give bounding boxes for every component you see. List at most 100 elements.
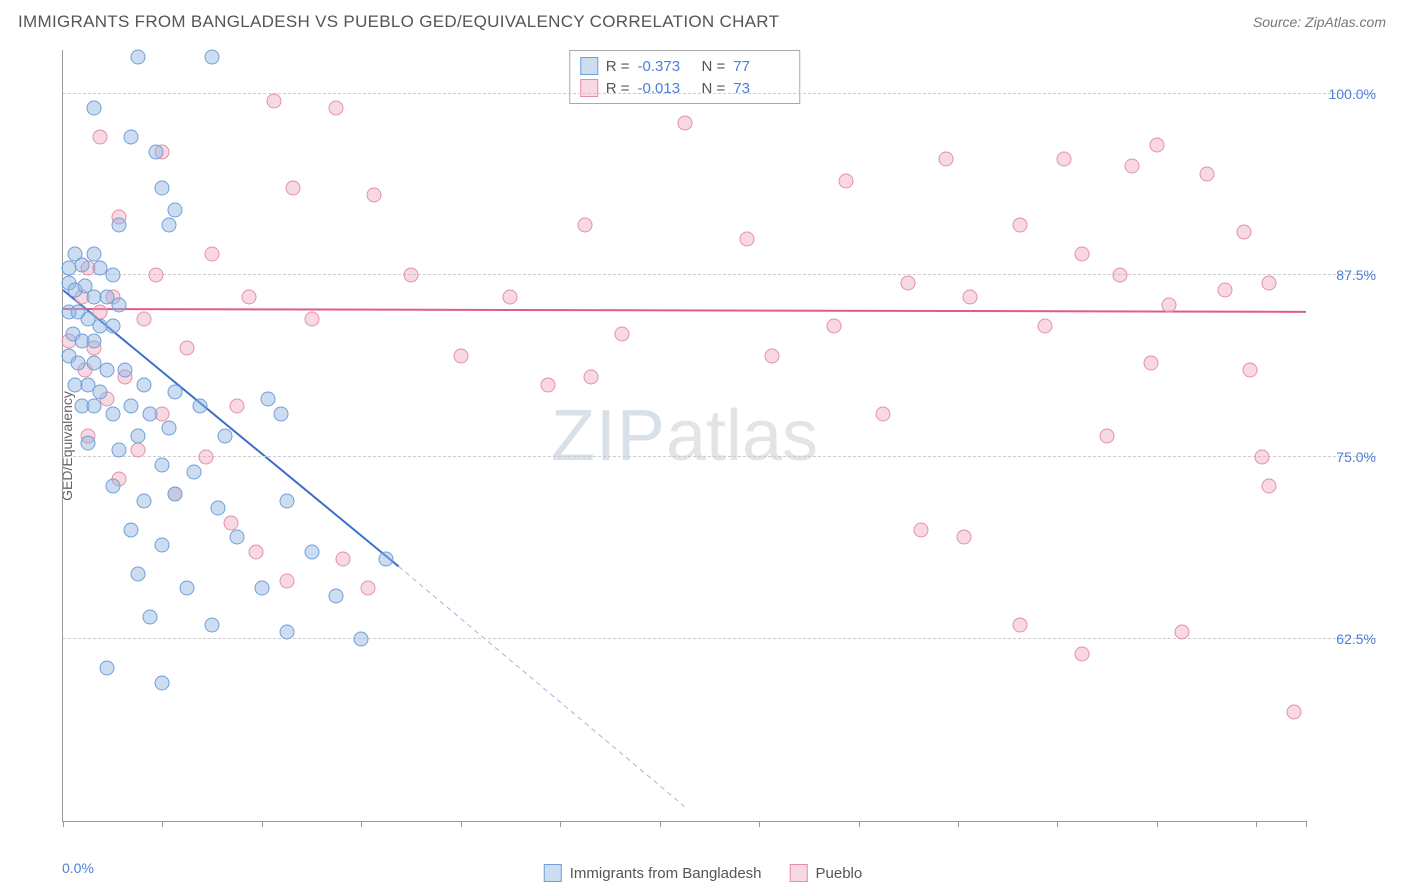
x-tick <box>1057 821 1058 827</box>
data-point-bangladesh <box>304 544 319 559</box>
data-point-pueblo <box>335 552 350 567</box>
data-point-bangladesh <box>105 406 120 421</box>
data-point-bangladesh <box>124 130 139 145</box>
trend-lines <box>63 50 1306 821</box>
data-point-pueblo <box>826 319 841 334</box>
legend-swatch-pueblo <box>790 864 808 882</box>
data-point-bangladesh <box>105 319 120 334</box>
data-point-bangladesh <box>155 457 170 472</box>
data-point-pueblo <box>404 268 419 283</box>
data-point-pueblo <box>839 173 854 188</box>
data-point-pueblo <box>329 101 344 116</box>
data-point-pueblo <box>267 93 282 108</box>
data-point-bangladesh <box>124 399 139 414</box>
data-point-bangladesh <box>273 406 288 421</box>
data-point-pueblo <box>93 130 108 145</box>
data-point-bangladesh <box>180 581 195 596</box>
data-point-pueblo <box>1100 428 1115 443</box>
data-point-pueblo <box>1112 268 1127 283</box>
chart-header: IMMIGRANTS FROM BANGLADESH VS PUEBLO GED… <box>0 0 1406 40</box>
data-point-pueblo <box>366 188 381 203</box>
data-point-pueblo <box>149 268 164 283</box>
data-point-bangladesh <box>186 464 201 479</box>
data-point-bangladesh <box>74 258 89 273</box>
data-point-bangladesh <box>167 203 182 218</box>
data-point-bangladesh <box>87 101 102 116</box>
data-point-pueblo <box>1143 355 1158 370</box>
gridline <box>63 456 1376 457</box>
y-tick-label: 62.5% <box>1316 631 1376 647</box>
x-axis-min-label: 0.0% <box>62 860 94 876</box>
x-tick <box>1306 821 1307 827</box>
data-point-pueblo <box>1174 624 1189 639</box>
data-point-pueblo <box>230 399 245 414</box>
data-point-bangladesh <box>254 581 269 596</box>
data-point-pueblo <box>1255 450 1270 465</box>
swatch-pueblo <box>580 79 598 97</box>
x-tick <box>162 821 163 827</box>
data-point-pueblo <box>615 326 630 341</box>
data-point-bangladesh <box>149 144 164 159</box>
n-value: 73 <box>733 80 789 97</box>
data-point-bangladesh <box>130 428 145 443</box>
data-point-pueblo <box>503 290 518 305</box>
data-point-pueblo <box>205 246 220 261</box>
data-point-bangladesh <box>143 406 158 421</box>
x-tick <box>759 821 760 827</box>
data-point-pueblo <box>360 581 375 596</box>
data-point-pueblo <box>938 152 953 167</box>
data-point-pueblo <box>1124 159 1139 174</box>
legend-swatch-bangladesh <box>544 864 562 882</box>
data-point-pueblo <box>1261 479 1276 494</box>
data-point-bangladesh <box>217 428 232 443</box>
watermark-part1: ZIP <box>551 396 666 476</box>
x-tick <box>461 821 462 827</box>
data-point-bangladesh <box>99 661 114 676</box>
data-point-bangladesh <box>87 399 102 414</box>
data-point-bangladesh <box>105 479 120 494</box>
source-name: ZipAtlas.com <box>1305 14 1386 30</box>
data-point-pueblo <box>198 450 213 465</box>
chart-area: GED/Equivalency ZIPatlas R =-0.373N =77R… <box>18 42 1388 850</box>
data-point-bangladesh <box>118 363 133 378</box>
data-point-bangladesh <box>124 523 139 538</box>
data-point-bangladesh <box>329 588 344 603</box>
r-value: -0.373 <box>638 58 694 75</box>
data-point-pueblo <box>242 290 257 305</box>
x-tick <box>1256 821 1257 827</box>
legend-item-pueblo: Pueblo <box>790 864 863 882</box>
data-point-bangladesh <box>161 421 176 436</box>
gridline <box>63 274 1376 275</box>
data-point-bangladesh <box>155 675 170 690</box>
swatch-bangladesh <box>580 57 598 75</box>
y-tick-label: 87.5% <box>1316 267 1376 283</box>
data-point-pueblo <box>1162 297 1177 312</box>
data-point-bangladesh <box>230 530 245 545</box>
data-point-pueblo <box>1013 217 1028 232</box>
n-value: 77 <box>733 58 789 75</box>
data-point-pueblo <box>876 406 891 421</box>
r-label: R = <box>606 58 630 75</box>
data-point-bangladesh <box>155 537 170 552</box>
watermark-part2: atlas <box>666 396 818 476</box>
data-point-bangladesh <box>111 443 126 458</box>
data-point-bangladesh <box>136 377 151 392</box>
data-point-pueblo <box>223 515 238 530</box>
data-point-bangladesh <box>143 610 158 625</box>
data-point-pueblo <box>1243 363 1258 378</box>
x-tick <box>660 821 661 827</box>
data-point-bangladesh <box>279 493 294 508</box>
bottom-legend: Immigrants from BangladeshPueblo <box>544 864 862 882</box>
data-point-pueblo <box>739 232 754 247</box>
data-point-pueblo <box>304 312 319 327</box>
data-point-bangladesh <box>261 392 276 407</box>
data-point-pueblo <box>963 290 978 305</box>
data-point-pueblo <box>1199 166 1214 181</box>
data-point-pueblo <box>180 341 195 356</box>
data-point-bangladesh <box>205 50 220 65</box>
plot-region: ZIPatlas R =-0.373N =77R =-0.013N =73 62… <box>62 50 1306 822</box>
x-tick <box>560 821 561 827</box>
x-tick <box>262 821 263 827</box>
n-label: N = <box>702 80 726 97</box>
data-point-pueblo <box>130 443 145 458</box>
